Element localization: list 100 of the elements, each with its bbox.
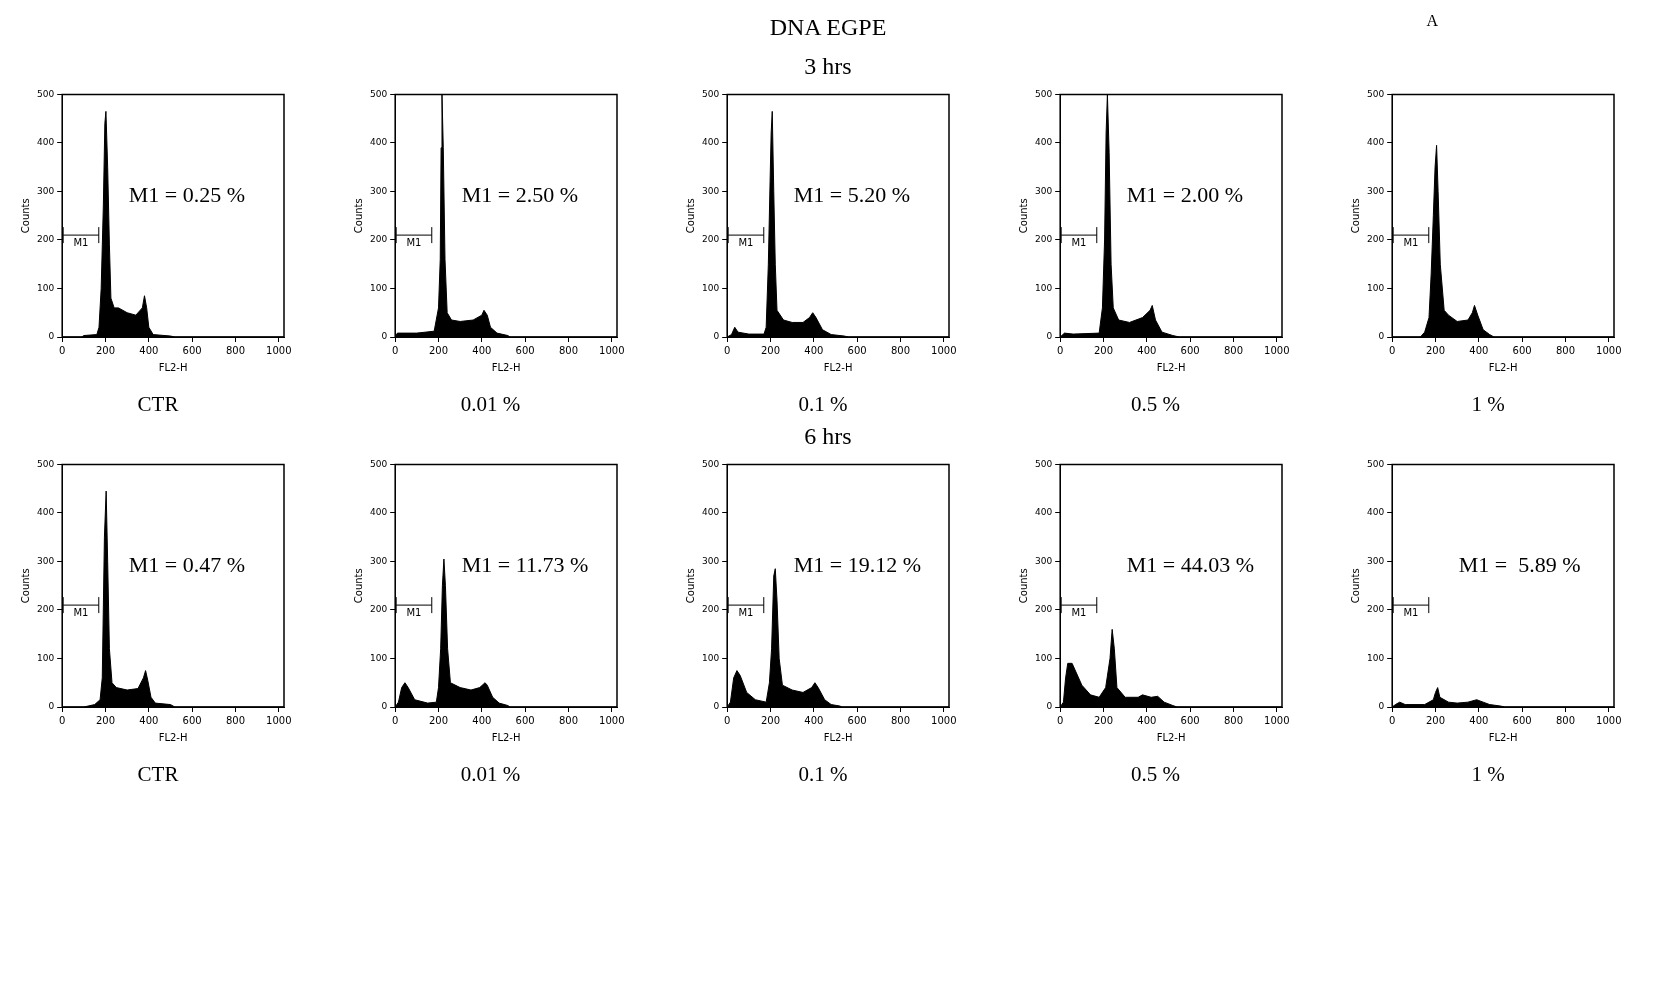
- y-tick-label: 0: [380, 331, 387, 342]
- x-axis-title: FL2-H: [158, 731, 188, 743]
- annotation: M1: [1403, 236, 1419, 248]
- y-tick-label: 0: [380, 701, 387, 712]
- x-tick-label: 0: [58, 714, 66, 726]
- x-tick-label: 1000: [931, 344, 957, 356]
- x-tick-label: 200: [1425, 714, 1446, 726]
- x-axis-title: FL2-H: [491, 731, 520, 743]
- y-tick-label: 300: [369, 185, 387, 196]
- x-axis-title: FL2-H: [823, 361, 853, 373]
- x-axis-title: FL2-H: [491, 361, 520, 373]
- x-tick-label: 200: [428, 714, 448, 726]
- annotation: M1 = 5.89 %: [1458, 552, 1581, 578]
- annotation: M1 = 19.12 %: [793, 552, 922, 578]
- y-tick-label: 200: [369, 604, 387, 615]
- x-tick-label: 600: [1512, 344, 1532, 356]
- y-tick-label: 400: [1366, 507, 1385, 518]
- x-tick-label: 400: [1469, 714, 1489, 726]
- y-tick-label: 300: [36, 185, 55, 196]
- text: CTR: [137, 762, 179, 787]
- x-tick-label: 1000: [1263, 714, 1290, 726]
- y-axis-title: Counts: [1349, 198, 1361, 234]
- text: 0.1 %: [798, 762, 848, 787]
- x-tick-label: 400: [804, 344, 824, 356]
- annotation: M1 = 0.25 %: [128, 182, 246, 208]
- text: 0.5 %: [1131, 392, 1180, 417]
- x-tick-label: 400: [1469, 344, 1489, 356]
- annotation: M1: [405, 606, 421, 618]
- annotation: M1: [1403, 606, 1419, 618]
- x-axis-title: FL2-H: [1156, 361, 1185, 373]
- x-tick-label: 200: [760, 344, 781, 356]
- x-tick-label: 400: [139, 344, 159, 356]
- y-tick-label: 500: [701, 88, 720, 99]
- x-axis-title: FL2-H: [823, 731, 853, 743]
- y-axis-title: Counts: [352, 198, 364, 234]
- x-tick-label: 1000: [1596, 344, 1622, 356]
- x-tick-label: 200: [428, 344, 448, 356]
- y-tick-label: 100: [701, 282, 720, 293]
- x-tick-label: 800: [1555, 344, 1576, 356]
- x-tick-label: 600: [182, 714, 202, 726]
- x-tick-label: 400: [804, 714, 824, 726]
- y-tick-label: 0: [48, 701, 55, 712]
- x-tick-label: 200: [95, 344, 116, 356]
- y-tick-label: 100: [1366, 652, 1385, 663]
- y-tick-label: 400: [36, 137, 55, 148]
- y-tick-label: 500: [369, 88, 387, 99]
- annotation: M1: [738, 606, 754, 618]
- x-tick-label: 800: [558, 344, 578, 356]
- x-tick-label: 800: [1223, 344, 1243, 356]
- text: 0.5 %: [1131, 762, 1180, 787]
- x-tick-label: 0: [391, 344, 398, 356]
- x-axis-title: FL2-H: [1156, 731, 1185, 743]
- x-tick-label: 800: [1223, 714, 1243, 726]
- x-tick-label: 600: [515, 344, 535, 356]
- x-axis-title: FL2-H: [1488, 361, 1518, 373]
- x-tick-label: 0: [1056, 344, 1063, 356]
- x-tick-label: 800: [225, 714, 246, 726]
- annotation: M1 = 2.00 %: [1126, 182, 1243, 208]
- x-tick-label: 0: [391, 714, 398, 726]
- x-tick-label: 400: [471, 344, 491, 356]
- annotation: M1 = 2.50 %: [461, 182, 578, 208]
- annotation: M1: [1070, 606, 1086, 618]
- text: 3 hrs: [803, 53, 853, 80]
- y-tick-label: 500: [1366, 88, 1385, 99]
- text: 0.1 %: [798, 392, 848, 417]
- y-tick-label: 400: [701, 137, 720, 148]
- annotation: M1 = 5.20 %: [793, 182, 911, 208]
- x-tick-label: 600: [1180, 344, 1200, 356]
- y-tick-label: 0: [1378, 331, 1385, 342]
- y-tick-label: 0: [48, 331, 55, 342]
- x-tick-label: 0: [1388, 344, 1396, 356]
- y-tick-label: 500: [1366, 458, 1385, 469]
- x-tick-label: 200: [95, 714, 116, 726]
- y-tick-label: 500: [1034, 458, 1052, 469]
- x-tick-label: 0: [1388, 714, 1396, 726]
- annotation: M1: [738, 236, 754, 248]
- y-tick-label: 100: [36, 652, 55, 663]
- x-tick-label: 200: [760, 714, 781, 726]
- x-tick-label: 600: [182, 344, 202, 356]
- x-tick-label: 200: [1093, 344, 1113, 356]
- x-tick-label: 800: [1555, 714, 1576, 726]
- y-tick-label: 200: [701, 234, 720, 245]
- y-tick-label: 400: [1034, 137, 1052, 148]
- y-tick-label: 500: [369, 458, 387, 469]
- y-tick-label: 400: [1366, 137, 1385, 148]
- x-tick-label: 400: [471, 714, 491, 726]
- y-tick-label: 300: [1034, 555, 1052, 566]
- x-tick-label: 0: [1056, 714, 1063, 726]
- y-tick-label: 100: [36, 282, 55, 293]
- y-tick-label: 200: [1034, 604, 1052, 615]
- x-axis-title: FL2-H: [1488, 731, 1518, 743]
- y-axis-title: Counts: [352, 568, 364, 604]
- x-tick-label: 800: [890, 344, 911, 356]
- x-tick-label: 0: [723, 344, 731, 356]
- x-tick-label: 800: [225, 344, 246, 356]
- text: DNA EGPE: [769, 14, 887, 40]
- y-axis-title: Counts: [1017, 198, 1029, 234]
- y-tick-label: 300: [701, 555, 720, 566]
- y-tick-label: 400: [369, 137, 387, 148]
- x-tick-label: 1000: [266, 714, 292, 726]
